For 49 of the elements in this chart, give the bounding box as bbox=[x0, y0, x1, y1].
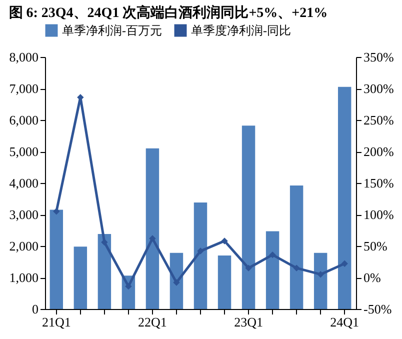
bar bbox=[290, 186, 304, 309]
y-tick-label: 0 bbox=[32, 302, 38, 316]
y-tick-label: 1,000 bbox=[9, 270, 38, 285]
y2-tick-label: 300% bbox=[364, 81, 394, 96]
y-tick-label: 7,000 bbox=[9, 81, 38, 96]
legend-label: 单季度净利润-同比 bbox=[191, 24, 291, 38]
bar bbox=[242, 126, 256, 309]
x-tick-label: 22Q1 bbox=[138, 314, 167, 330]
bar bbox=[98, 234, 112, 309]
y2-tick-label: 100% bbox=[364, 207, 394, 222]
y-tick-label: 5,000 bbox=[9, 144, 38, 159]
x-tick-label: 23Q1 bbox=[234, 314, 263, 330]
bar bbox=[314, 252, 328, 309]
bar bbox=[74, 246, 88, 309]
point bbox=[53, 208, 60, 215]
y2-tick-label: 150% bbox=[364, 176, 394, 190]
bar bbox=[266, 231, 280, 309]
y-tick-label: 6,000 bbox=[9, 112, 38, 128]
y2-tick-label: 50% bbox=[364, 238, 388, 254]
point bbox=[317, 270, 324, 278]
bar bbox=[194, 202, 208, 309]
point bbox=[293, 264, 300, 272]
y2-tick-label: 250% bbox=[364, 112, 394, 128]
point bbox=[101, 238, 108, 246]
y2-tick-label: 200% bbox=[364, 144, 394, 159]
bar bbox=[338, 86, 352, 309]
bar bbox=[218, 255, 232, 309]
point bbox=[221, 238, 228, 244]
y-tick-label: 2,000 bbox=[9, 238, 38, 254]
y2-tick-label: 350% bbox=[364, 50, 394, 64]
y2-tick-label: 0% bbox=[364, 270, 381, 285]
bar bbox=[146, 148, 160, 309]
point bbox=[341, 260, 348, 267]
bar bbox=[50, 210, 64, 309]
point bbox=[197, 248, 204, 254]
bar bbox=[170, 252, 184, 309]
point bbox=[125, 282, 132, 290]
y-tick-label: 8,000 bbox=[9, 50, 38, 64]
x-tick-label: 24Q1 bbox=[330, 314, 360, 330]
point bbox=[269, 251, 276, 258]
point bbox=[245, 264, 252, 272]
chart-title: 图 6: 23Q4、24Q1 次高端白酒利润同比+5%、+21% bbox=[8, 4, 328, 21]
x-tick-label: 21Q1 bbox=[42, 314, 71, 330]
y2-tick-label: -50% bbox=[364, 302, 392, 316]
point bbox=[149, 235, 156, 242]
legend-label: 单季净利润-百万元 bbox=[62, 24, 162, 38]
y-tick-label: 3,000 bbox=[9, 207, 38, 222]
y-tick-label: 4,000 bbox=[9, 176, 38, 190]
point bbox=[173, 279, 180, 286]
